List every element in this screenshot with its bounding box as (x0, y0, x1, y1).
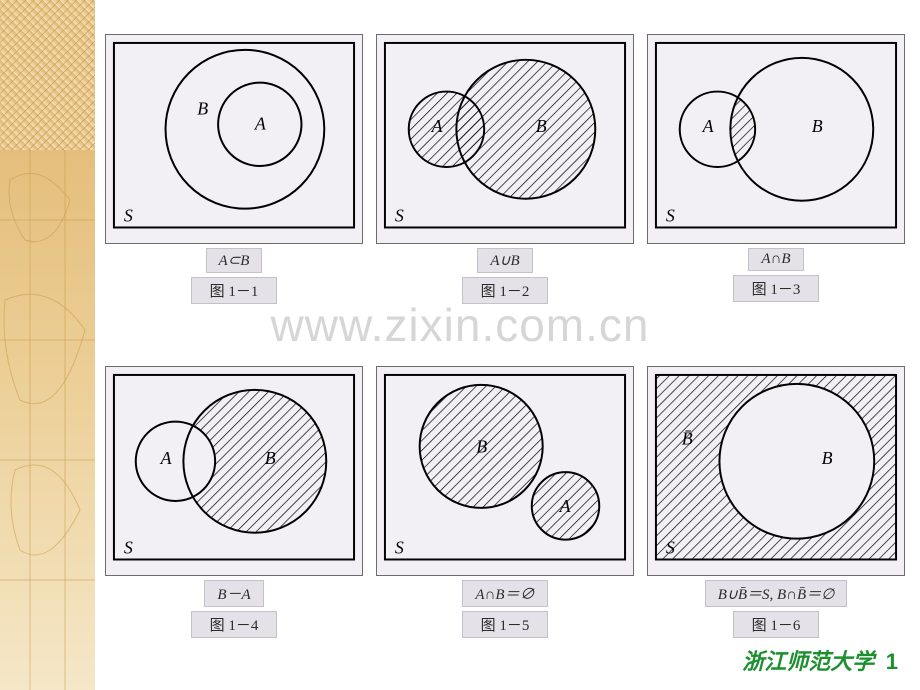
diagram-grid: A B S A⊂B 图 1－1 A (105, 34, 905, 638)
panel-1-3-figure: A B S (647, 34, 905, 244)
label-B: B (265, 448, 276, 468)
panel-1-5: A B S A∩B＝∅ 图 1－5 (376, 366, 634, 638)
label-S: S (124, 538, 133, 558)
label-A: A (160, 448, 172, 468)
label-B: B (476, 436, 487, 456)
label-S: S (124, 206, 133, 226)
panel-1-4: A B S B－A 图 1－4 (105, 366, 363, 638)
sidebar-decoration (0, 0, 95, 690)
label-A: A (702, 116, 714, 136)
panel-1-2-caption: A∪B (477, 248, 532, 273)
panel-1-5-figure: A B S (376, 366, 634, 576)
panel-1-4-figno: 图 1－4 (191, 611, 278, 638)
label-S: S (666, 206, 675, 226)
panel-1-6: B B̄ S B∪B̄＝S, B∩B̄＝∅ 图 1－6 (647, 366, 905, 638)
panel-1-1: A B S A⊂B 图 1－1 (105, 34, 363, 304)
panel-1-3: A B S A∩B 图 1－3 (647, 34, 905, 304)
label-Bbar: B̄ (682, 428, 693, 448)
label-B: B (822, 448, 833, 468)
page-number: 1 (886, 649, 898, 674)
panel-1-1-figure: A B S (105, 34, 363, 244)
panel-1-5-figno: 图 1－5 (462, 611, 549, 638)
panel-1-2-figure: A B S (376, 34, 634, 244)
label-S: S (666, 538, 675, 558)
slide-footer: 浙江师范大学 1 (742, 644, 898, 676)
panel-1-4-caption: B－A (204, 580, 263, 607)
slide: www.zixin.com.cn A B S (0, 0, 920, 690)
diagram-row-1: A B S A⊂B 图 1－1 A (105, 34, 905, 304)
university-name: 浙江师范大学 (742, 649, 874, 674)
label-S: S (395, 538, 404, 558)
label-A: A (431, 116, 443, 136)
panel-1-6-figno: 图 1－6 (733, 611, 820, 638)
panel-1-6-caption: B∪B̄＝S, B∩B̄＝∅ (705, 580, 848, 607)
panel-1-1-figno: 图 1－1 (191, 277, 278, 304)
panel-1-4-figure: A B S (105, 366, 363, 576)
panel-1-6-figure: B B̄ S (647, 366, 905, 576)
panel-1-3-caption: A∩B (748, 248, 803, 271)
panel-1-3-figno: 图 1－3 (733, 275, 820, 302)
label-B: B (197, 98, 208, 118)
panel-1-2-figno: 图 1－2 (462, 277, 549, 304)
label-A: A (559, 496, 571, 516)
diagram-row-2: A B S B－A 图 1－4 A (105, 366, 905, 638)
label-B: B (812, 116, 823, 136)
label-A: A (254, 113, 266, 133)
label-S: S (395, 206, 404, 226)
label-B: B (536, 116, 547, 136)
panel-1-5-caption: A∩B＝∅ (462, 580, 547, 607)
panel-1-2: A B S A∪B 图 1－2 (376, 34, 634, 304)
panel-1-1-caption: A⊂B (206, 248, 263, 273)
